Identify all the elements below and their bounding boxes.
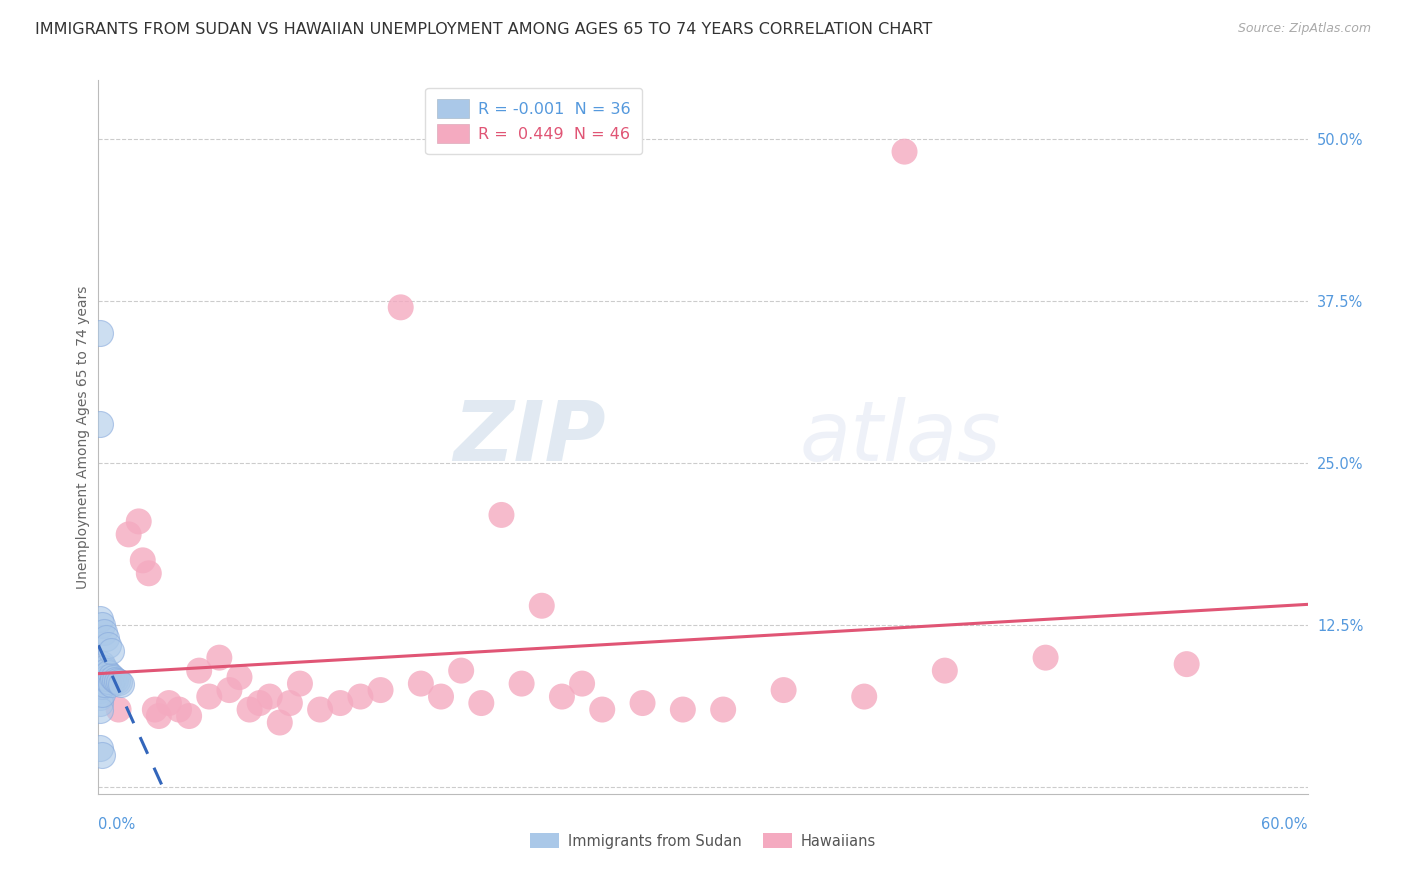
Point	[269, 715, 291, 730]
Point	[110, 676, 132, 690]
Text: atlas: atlas	[800, 397, 1001, 477]
Point	[91, 687, 114, 701]
Point	[107, 675, 129, 690]
Point	[711, 702, 734, 716]
Point	[249, 696, 271, 710]
Point	[89, 670, 111, 684]
Point	[672, 702, 695, 716]
Point	[96, 672, 118, 686]
Point	[167, 702, 190, 716]
Text: IMMIGRANTS FROM SUDAN VS HAWAIIAN UNEMPLOYMENT AMONG AGES 65 TO 74 YEARS CORRELA: IMMIGRANTS FROM SUDAN VS HAWAIIAN UNEMPL…	[35, 22, 932, 37]
Point	[100, 644, 122, 658]
Point	[239, 702, 262, 716]
Point	[97, 673, 120, 688]
Point	[934, 664, 956, 678]
Point	[349, 690, 371, 704]
Point	[1175, 657, 1198, 672]
Point	[278, 696, 301, 710]
Point	[96, 664, 118, 678]
Point	[89, 690, 111, 704]
Point	[89, 676, 111, 690]
Point	[530, 599, 553, 613]
Point	[89, 683, 111, 698]
Point	[128, 515, 150, 529]
Point	[179, 709, 201, 723]
Point	[591, 702, 613, 716]
Point	[91, 747, 114, 762]
Point	[138, 566, 160, 581]
Point	[631, 696, 654, 710]
Point	[772, 683, 794, 698]
Point	[89, 696, 111, 710]
Point	[118, 527, 141, 541]
Point	[97, 666, 120, 681]
Text: Source: ZipAtlas.com: Source: ZipAtlas.com	[1237, 22, 1371, 36]
Point	[198, 690, 221, 704]
Point	[93, 676, 115, 690]
Point	[89, 326, 111, 341]
Point	[1035, 650, 1057, 665]
Y-axis label: Unemployment Among Ages 65 to 74 years: Unemployment Among Ages 65 to 74 years	[76, 285, 90, 589]
Point	[409, 676, 432, 690]
Point	[91, 618, 114, 632]
Point	[491, 508, 513, 522]
Point	[101, 672, 124, 686]
Point	[91, 666, 114, 681]
Text: ZIP: ZIP	[454, 397, 606, 477]
Point	[89, 612, 111, 626]
Point	[430, 690, 453, 704]
Point	[218, 683, 240, 698]
Point	[93, 624, 115, 639]
Point	[103, 673, 125, 687]
Point	[132, 553, 155, 567]
Point	[157, 696, 180, 710]
Point	[107, 702, 129, 716]
Point	[259, 690, 281, 704]
Point	[329, 696, 352, 710]
Legend: Immigrants from Sudan, Hawaiians: Immigrants from Sudan, Hawaiians	[524, 827, 882, 855]
Point	[100, 669, 122, 683]
Point	[228, 670, 250, 684]
Point	[93, 669, 115, 683]
Point	[89, 417, 111, 431]
Point	[148, 709, 170, 723]
Text: 0.0%: 0.0%	[98, 817, 135, 832]
Point	[97, 638, 120, 652]
Point	[91, 657, 114, 672]
Point	[96, 631, 118, 645]
Point	[893, 145, 915, 159]
Point	[89, 664, 111, 678]
Point	[97, 676, 120, 690]
Point	[470, 696, 492, 710]
Point	[100, 676, 122, 690]
Point	[309, 702, 332, 716]
Point	[91, 679, 114, 693]
Point	[370, 683, 392, 698]
Point	[105, 673, 128, 688]
Point	[208, 650, 231, 665]
Point	[93, 661, 115, 675]
Point	[89, 741, 111, 756]
Point	[91, 673, 114, 688]
Point	[571, 676, 593, 690]
Point	[188, 664, 211, 678]
Point	[89, 702, 111, 716]
Point	[389, 301, 412, 315]
Point	[853, 690, 876, 704]
Point	[143, 702, 166, 716]
Text: 60.0%: 60.0%	[1261, 817, 1308, 832]
Point	[551, 690, 574, 704]
Point	[288, 676, 311, 690]
Point	[510, 676, 533, 690]
Point	[450, 664, 472, 678]
